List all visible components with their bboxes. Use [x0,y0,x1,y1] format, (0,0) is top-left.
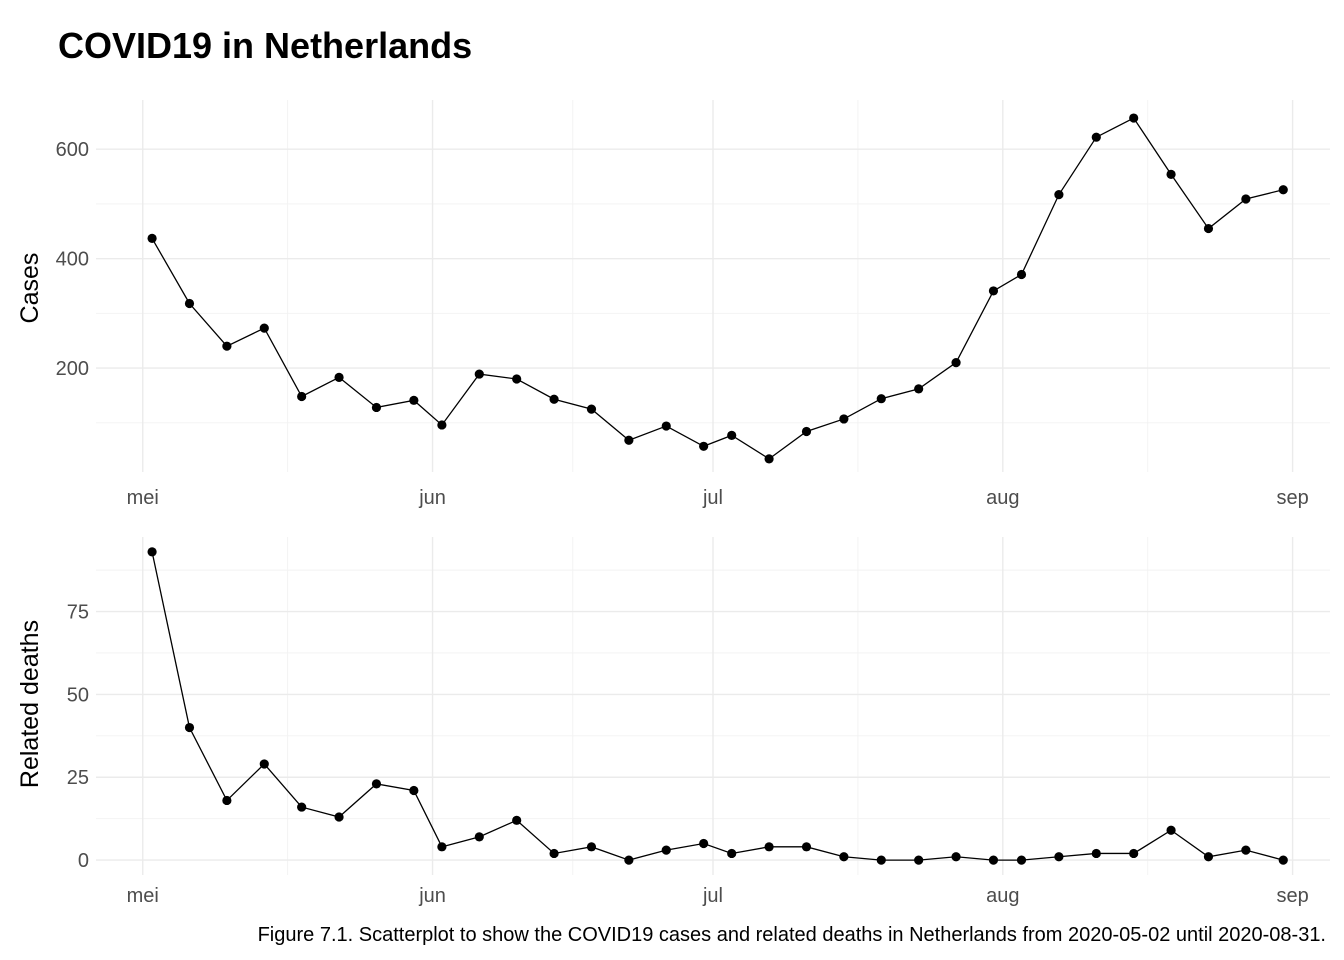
figure-caption: Figure 7.1. Scatterplot to show the COVI… [258,924,1326,946]
x-tick-label: jul [702,487,723,509]
data-point [184,298,195,309]
data-point [914,384,924,394]
x-tick-label: jun [418,487,446,509]
y-tick-label: 200 [56,358,89,380]
y-tick-label: 25 [67,767,89,789]
data-point [1166,169,1176,179]
data-point [586,404,597,414]
x-tick-label: aug [986,487,1019,509]
data-point [1241,845,1251,855]
data-point [334,812,344,822]
data-point [951,357,961,368]
data-point [1016,269,1027,280]
data-point [1016,855,1027,865]
x-tick-label: jun [418,885,446,907]
data-point [549,848,559,859]
data-point [988,855,999,865]
data-point [259,323,269,333]
data-point [222,341,232,351]
data-point [1203,223,1214,234]
data-point [1091,848,1101,859]
data-point [474,369,484,379]
data-point [222,795,232,806]
y-tick-label: 400 [56,249,89,271]
data-point [1278,185,1288,195]
y-tick-label: 75 [67,602,89,624]
data-point [624,855,634,865]
series-line [151,551,1284,861]
data-point [409,785,419,796]
data-point [512,374,522,384]
y-tick-label: 0 [78,850,89,872]
data-point [297,391,307,402]
data-point [951,852,961,862]
data-point [297,802,307,812]
data-point [1129,848,1139,859]
data-point [1203,852,1214,862]
x-tick-label: sep [1276,487,1308,509]
data-point [876,394,886,404]
data-point [334,372,344,382]
data-point [549,394,559,404]
data-point [409,395,419,405]
data-point [437,842,447,852]
data-point [184,722,195,733]
data-point [988,286,999,296]
data-point [764,454,774,464]
data-point [699,441,709,451]
y-axis-label: Cases [16,253,44,324]
data-point [1241,194,1251,204]
data-point [876,855,886,865]
deaths-panel: mei jun jul aug sep 0 25 50 75 Related deaths [16,537,1330,907]
data-point [512,815,522,825]
data-point [1054,190,1064,200]
data-point [1054,852,1064,862]
data-point [661,421,671,431]
x-tick-label: aug [986,885,1019,907]
cases-panel: mei jun jul aug sep 200 400 600 Cases [16,100,1330,509]
data-point [764,842,774,852]
data-point [624,435,634,445]
series-line [151,117,1284,460]
y-axis-label: Related deaths [16,620,44,788]
data-point [1166,825,1176,835]
data-point [727,848,737,859]
data-point [147,233,157,244]
data-point [1129,113,1139,123]
data-point [1091,132,1101,142]
y-tick-label: 600 [56,139,89,161]
data-point [914,855,924,865]
x-tick-label: mei [127,885,159,907]
data-point [586,842,597,852]
data-point [147,547,157,557]
data-point [661,845,671,855]
x-tick-label: sep [1276,885,1308,907]
data-point [1278,855,1288,865]
data-point [474,832,484,842]
y-tick-label: 50 [67,684,89,706]
data-point [699,838,709,849]
data-point [371,779,382,789]
x-tick-label: mei [127,487,159,509]
data-point [839,414,849,424]
data-point [801,426,812,437]
data-point [839,852,849,862]
data-point [259,759,269,769]
data-point [437,420,447,430]
data-point [801,842,812,852]
x-tick-label: jul [702,885,723,907]
data-point [371,402,382,413]
chart-title: COVID19 in Netherlands [58,25,472,66]
data-point [727,430,737,440]
